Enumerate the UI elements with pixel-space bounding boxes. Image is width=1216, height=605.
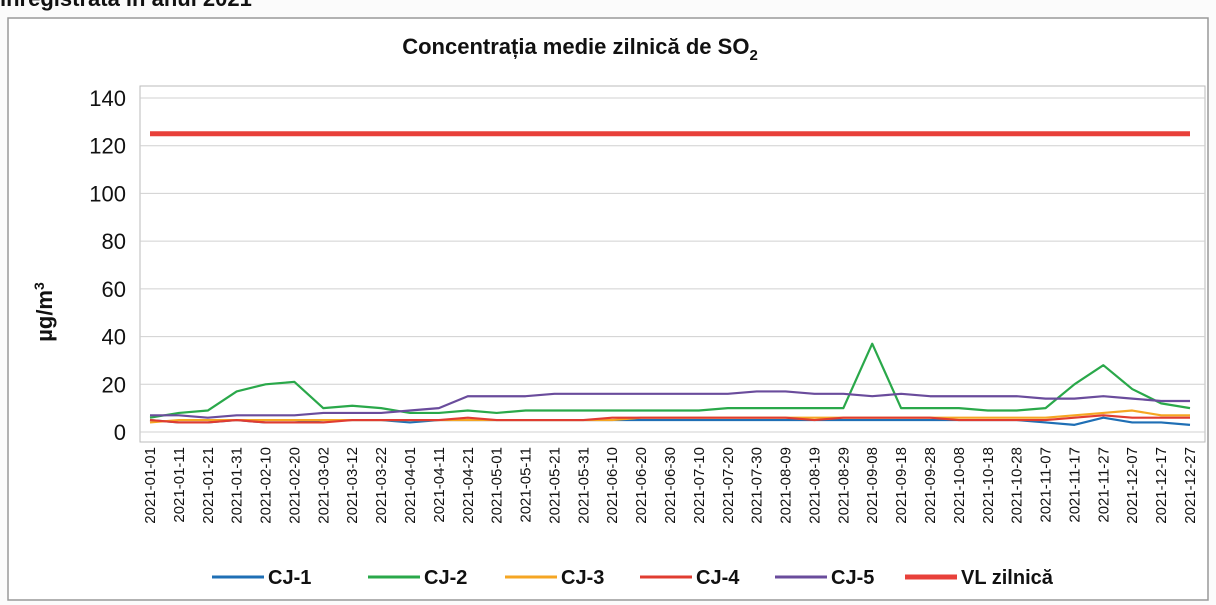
- legend-label: CJ-2: [424, 567, 467, 589]
- y-label-text: µg/m: [32, 290, 57, 342]
- legend-item: VL zilnică: [905, 567, 1054, 589]
- y-tick-label: 140: [89, 86, 126, 111]
- x-tick-label: 2021-05-01: [489, 447, 506, 524]
- y-tick-label: 100: [89, 181, 126, 206]
- legend-item: CJ-4: [640, 567, 740, 589]
- x-tick-label: 2021-12-27: [1182, 447, 1199, 524]
- series-line: [149, 414, 1190, 424]
- x-tick-label: 2021-07-30: [749, 447, 766, 524]
- x-tick-label: 2021-08-09: [778, 447, 795, 524]
- y-tick-label: 20: [102, 372, 126, 397]
- x-tick-label: 2021-01-31: [229, 447, 246, 524]
- y-tick-label: 60: [102, 277, 126, 302]
- x-tick-label: 2021-08-29: [835, 447, 852, 524]
- x-tick-label: 2021-04-21: [460, 447, 477, 524]
- x-tick-label: 2021-07-20: [720, 447, 737, 524]
- x-tick-label: 2021-11-27: [1095, 447, 1112, 523]
- x-tick-label: 2021-04-01: [402, 447, 419, 524]
- x-tick-label: 2021-10-28: [1009, 447, 1026, 524]
- x-tick-label: 2021-05-21: [546, 447, 563, 524]
- x-tick-label: 2021-09-08: [864, 447, 881, 524]
- x-tick-label: 2021-06-20: [633, 447, 650, 524]
- x-tick-label: 2021-01-01: [142, 447, 159, 524]
- legend-label: CJ-4: [696, 567, 740, 589]
- x-tick-label: 2021-11-07: [1038, 447, 1055, 523]
- y-tick-label: 120: [89, 134, 126, 159]
- x-tick-label: 2021-02-20: [286, 447, 303, 524]
- x-tick-label: 2021-12-17: [1153, 447, 1170, 524]
- title-text: Concentrația medie zilnică de SO: [402, 34, 749, 59]
- x-tick-label: 2021-03-02: [315, 447, 332, 524]
- y-tick-label: 40: [102, 325, 126, 350]
- x-tick-label: 2021-02-10: [258, 447, 275, 524]
- legend-item: CJ-3: [505, 567, 604, 589]
- legend-label: VL zilnică: [961, 567, 1054, 589]
- y-tick-label: 0: [114, 420, 126, 445]
- x-tick-label: 2021-01-21: [200, 447, 217, 524]
- x-tick-label: 2021-05-31: [575, 447, 592, 524]
- y-label-superscript: 3: [31, 282, 47, 290]
- x-tick-label: 2021-05-11: [518, 447, 535, 523]
- x-tick-label: 2021-07-10: [691, 447, 708, 524]
- series-line: [149, 342, 1191, 419]
- page-header: înregistrată în anul 2021: [0, 0, 252, 11]
- legend-label: CJ-5: [831, 567, 874, 589]
- legend-item: CJ-1: [212, 567, 311, 589]
- series-line: [150, 390, 1190, 419]
- x-tick-label: 2021-10-08: [951, 447, 968, 524]
- x-tick-label: 2021-12-07: [1124, 447, 1141, 524]
- x-tick-label: 2021-10-18: [980, 447, 997, 524]
- legend-label: CJ-1: [268, 567, 311, 589]
- chart-title: Concentrația medie zilnică de SO2: [402, 34, 758, 64]
- x-tick-label: 2021-06-30: [662, 447, 679, 524]
- legend-item: CJ-2: [368, 567, 467, 589]
- plot-area: [139, 85, 1206, 443]
- x-tick-label: 2021-04-11: [431, 447, 448, 523]
- x-tick-label: 2021-09-28: [922, 447, 939, 524]
- x-tick-label: 2021-08-19: [806, 447, 823, 524]
- x-tick-label: 2021-01-11: [171, 447, 188, 523]
- legend-item: CJ-5: [775, 567, 874, 589]
- x-tick-label: 2021-06-10: [604, 447, 621, 524]
- x-tick-label: 2021-03-22: [373, 447, 390, 524]
- title-subscript: 2: [749, 47, 757, 64]
- x-tick-label: 2021-09-18: [893, 447, 910, 524]
- y-axis-label: µg/m3: [31, 282, 57, 342]
- x-tick-label: 2021-03-12: [344, 447, 361, 524]
- y-tick-label: 80: [102, 229, 126, 254]
- legend-label: CJ-3: [561, 567, 604, 589]
- x-tick-label: 2021-11-17: [1066, 447, 1083, 523]
- chart-frame: [7, 17, 1209, 601]
